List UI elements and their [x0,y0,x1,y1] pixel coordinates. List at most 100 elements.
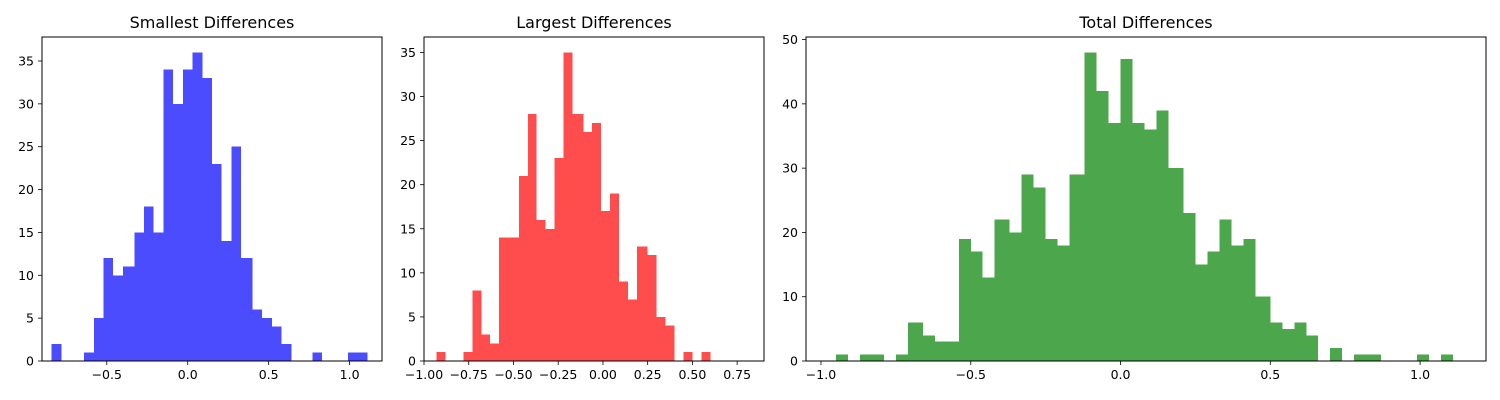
histogram-bar [144,206,154,361]
histogram-bar [554,158,564,361]
histogram-bar [536,219,546,361]
histogram-bar [1084,52,1097,362]
histogram-bar [1417,354,1430,361]
histogram-bar [1144,129,1157,361]
y-tick-label: 25 [18,139,34,154]
histogram-bar [895,354,908,361]
histogram-bar [212,163,222,361]
y-tick-label: 20 [400,177,416,192]
histogram-bar [958,238,971,361]
histogram-bar [1045,238,1058,361]
histogram-bar [252,309,263,361]
histogram-bar [518,175,528,361]
y-tick-label: 10 [400,265,416,280]
histogram-bar [103,258,114,361]
histogram-bar [907,322,923,361]
histogram-bar [628,299,637,361]
chart-largest-differences: Largest Differences −1.00 −0.75 −0.50 −0.25… [400,13,765,382]
histogram-bar [683,352,693,361]
histogram-bar [982,277,995,361]
histogram-bar [271,326,282,361]
histogram-bar [1219,219,1232,361]
y-tick-label: 35 [400,45,416,60]
histogram-bar [1183,213,1196,361]
histogram-bar [182,69,193,361]
histogram-bar [499,237,510,361]
histogram-bar [1033,187,1046,361]
histogram-bar [1207,251,1220,361]
y-tick-label: 0 [26,354,34,369]
histogram-bar [472,290,482,361]
bars [835,52,1454,362]
x-tick-label: −0.50 [494,367,532,382]
histogram-bar [1231,245,1244,361]
y-tick-label: 15 [18,225,34,240]
histogram-bar [1294,322,1307,361]
histogram-bar [51,343,62,361]
histogram-bar [545,228,555,361]
x-tick-label: −1.0 [806,367,836,382]
x-tick-label: 0.0 [178,367,198,382]
x-tick-label: 0.75 [723,367,751,382]
histogram-bar [1306,335,1319,361]
histogram-bar [656,316,666,361]
y-tick-label: 40 [782,96,798,111]
histogram-bar [1009,232,1022,361]
bars [436,52,711,362]
y-tick-label: 5 [408,309,416,324]
y-tick-label: 30 [400,89,416,104]
histogram-bar [1021,174,1034,361]
histogram-bar [221,241,232,361]
y-tick-label: 20 [782,225,798,240]
histogram-bar [1330,348,1343,361]
y-tick-label: 5 [26,311,34,326]
histogram-bar [871,354,884,361]
bars [51,52,368,362]
histogram-bar [281,343,292,361]
histogram-bar [610,193,620,361]
histogram-bar [636,246,648,361]
x-tick-label: 0.5 [1260,367,1280,382]
x-tick-label: 0.0 [1111,367,1131,382]
y-tick-label: 0 [408,354,416,369]
histogram-bar [192,52,203,362]
y-tick-label: 20 [18,182,34,197]
histogram-bar [113,275,123,361]
histogram-bar [173,103,183,362]
histogram-bar [1156,110,1169,361]
y-tick-label: 10 [18,268,34,283]
histogram-bar [1243,238,1256,361]
histogram-bar [163,69,174,361]
histogram-bar [583,131,593,361]
histogram-bar [527,114,537,361]
x-tick-label: −0.25 [539,367,577,382]
histogram-bar [357,352,368,361]
histogram-bar [436,352,446,361]
x-tick-label: 0.25 [634,367,662,382]
histogram-bar [93,318,104,361]
histogram-bar [122,266,135,361]
histogram-bar [231,146,242,361]
histogram-bar [312,352,323,361]
chart-title: Smallest Differences [130,13,295,32]
histogram-bar [1369,354,1382,361]
histogram-bar [1270,322,1283,361]
x-tick-label: 0.50 [678,367,706,382]
histogram-bar [572,114,584,361]
histogram-bar [1132,123,1145,361]
histogram-bar [241,258,253,361]
x-tick-label: 0.00 [589,367,617,382]
chart-title: Total Differences [1078,13,1212,32]
x-tick-label: 0.5 [259,367,279,382]
histogram-bar [970,251,983,361]
histogram-bar [1069,174,1085,361]
histogram-bar [859,354,872,361]
x-tick-label: −0.75 [450,367,488,382]
y-tick-label: 10 [782,289,798,304]
histogram-bar [84,352,94,361]
histogram-bar [1057,245,1070,361]
histogram-bar [922,335,935,361]
histogram-bar [1108,123,1121,361]
histogram-bar [563,52,573,362]
